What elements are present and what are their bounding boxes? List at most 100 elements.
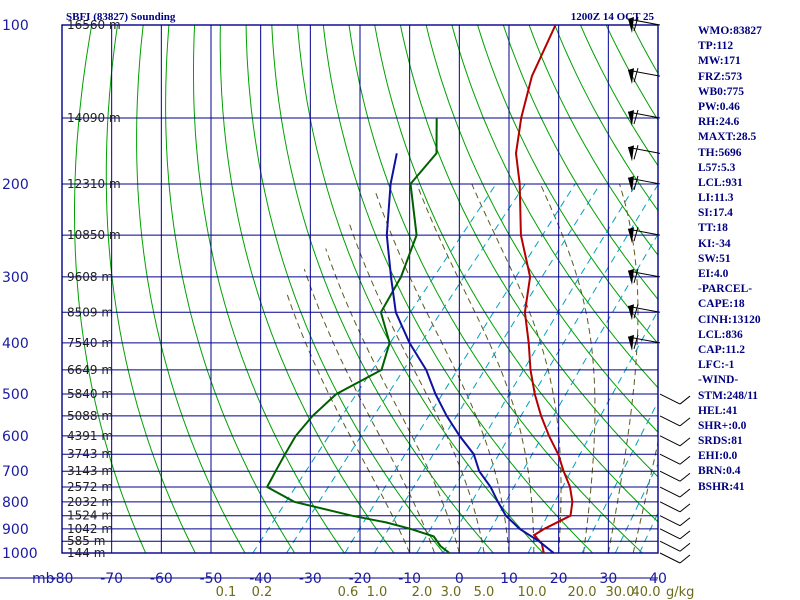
index-item: WMO:83827 <box>698 25 762 37</box>
dry-adiabat-line <box>451 25 658 389</box>
dry-adiabat-line <box>136 25 246 553</box>
index-item: MAXT:28.5 <box>698 131 757 144</box>
wind-barb-feather <box>633 268 639 284</box>
wind-barb-flag <box>628 268 634 285</box>
wind-barb-flag <box>628 304 634 321</box>
pressure-tick-label: 100 <box>2 18 29 34</box>
temperature-tick-label: -40 <box>249 571 272 587</box>
wind-barb <box>627 226 661 244</box>
wind-barb-feather <box>679 542 691 552</box>
height-label: 16560 m <box>67 18 121 32</box>
moist-adiabat-line <box>325 248 460 553</box>
pressure-unit-label: mb <box>32 571 55 587</box>
mixing-ratio-label: 0.2 <box>252 585 273 600</box>
index-item: LCL:931 <box>698 176 743 189</box>
index-item: EHI:0.0 <box>698 450 738 463</box>
wind-barb-staff <box>659 540 681 552</box>
pressure-tick-label: 1000 <box>2 546 38 562</box>
height-label: 2572 m <box>67 480 113 494</box>
mixing-ratio-label: 1.0 <box>367 585 388 600</box>
wind-barb-staff <box>659 501 681 513</box>
wind-barb <box>659 552 691 564</box>
height-label: 3143 m <box>67 464 113 478</box>
wind-barb-feather <box>633 334 639 350</box>
height-label: 585 m <box>67 534 105 548</box>
height-label: 2032 m <box>67 495 113 509</box>
temperature-tick-label: 0 <box>455 571 464 587</box>
height-label: 9608 m <box>67 270 113 284</box>
dry-adiabat-line <box>425 25 658 433</box>
wind-barb <box>659 415 691 427</box>
index-item: SW:51 <box>698 252 731 265</box>
dry-adiabat-line <box>219 25 395 553</box>
moist-adiabat-line <box>539 183 596 553</box>
height-label: 12310 m <box>67 177 121 191</box>
dry-adiabat-line <box>74 25 147 553</box>
mixing-ratio-line <box>373 183 601 553</box>
index-item: L57:5.3 <box>698 161 736 174</box>
dry-adiabat-line <box>374 25 658 523</box>
dry-adiabat-line <box>778 13 800 564</box>
wind-barbs <box>627 16 691 564</box>
dry-adiabat-line <box>245 25 445 553</box>
wind-barb-feather <box>679 455 691 465</box>
pressure-tick-label: 200 <box>2 177 29 193</box>
temperature-tick-label: -20 <box>349 571 372 587</box>
wind-barb-staff <box>659 435 681 447</box>
index-item: TH:5696 <box>698 146 742 159</box>
dewpoint-profile-line <box>265 117 451 553</box>
dry-adiabat-line <box>296 25 544 553</box>
wind-barb-flag <box>628 175 634 192</box>
wind-barb-flag <box>628 334 634 351</box>
mixing-ratio-line <box>252 183 497 553</box>
index-item: BSHR:41 <box>698 480 745 493</box>
index-item: LCL:836 <box>698 328 743 341</box>
index-item: STM:248/11 <box>698 389 759 402</box>
mixing-ratio-line <box>639 511 658 553</box>
index-item: WB0:775 <box>698 85 744 98</box>
index-item: TT:18 <box>698 222 728 235</box>
wind-barb-flag <box>628 145 634 162</box>
wind-barb <box>659 515 691 527</box>
temperature-tick-label: 10 <box>500 571 518 587</box>
temperature-tick-label: -50 <box>200 571 223 587</box>
indices-panel: WMO:83827 TP:112 MW:171 FRZ:573 WB0:775 PW:0.… <box>698 24 762 495</box>
index-item: EI:4.0 <box>698 268 729 280</box>
index-item: MW:171 <box>698 55 741 68</box>
wind-barb-staff <box>659 528 681 540</box>
wind-barb-feather <box>633 304 639 319</box>
temperature-tick-label: -60 <box>150 571 173 587</box>
wind-barb <box>627 268 661 285</box>
wind-barb-feather <box>679 530 691 540</box>
wind-barb <box>659 393 691 405</box>
pressure-tick-label: 600 <box>2 429 29 445</box>
wind-barb-feather <box>679 503 691 513</box>
wind-barb-feather <box>633 68 639 83</box>
chart-grid <box>0 24 659 579</box>
pressure-tick-label: 900 <box>2 522 29 538</box>
height-label: 5088 m <box>67 409 113 423</box>
moist-adiabat-line <box>632 440 658 553</box>
wind-barb <box>659 453 691 465</box>
wind-barb-feather <box>679 488 691 498</box>
index-item: KI:-34 <box>698 237 731 250</box>
wind-barb-feather <box>633 109 639 125</box>
wind-barb <box>627 304 661 321</box>
pressure-tick-label: 500 <box>2 387 29 403</box>
mixing-ratio-line <box>286 183 526 553</box>
temperature-tick-label: 40 <box>649 571 667 587</box>
wind-barb <box>659 501 691 513</box>
wind-barb-staff <box>659 393 681 405</box>
index-item: SRDS:81 <box>698 435 743 448</box>
mixing-ratio-line <box>614 462 658 553</box>
moist-adiabat-line <box>471 183 562 553</box>
index-item: LFC:-1 <box>698 359 735 372</box>
wind-barb-feather <box>679 517 691 527</box>
mixing-ratio-line <box>416 183 637 553</box>
index-item: CAPE:18 <box>698 298 745 311</box>
dry-adiabat-line <box>502 25 658 301</box>
wind-barb-feather <box>679 554 691 564</box>
dry-adiabat-line <box>165 25 296 553</box>
index-item: TP:112 <box>698 40 734 53</box>
chart-title: SBFI (83827) Sounding <box>66 11 176 23</box>
